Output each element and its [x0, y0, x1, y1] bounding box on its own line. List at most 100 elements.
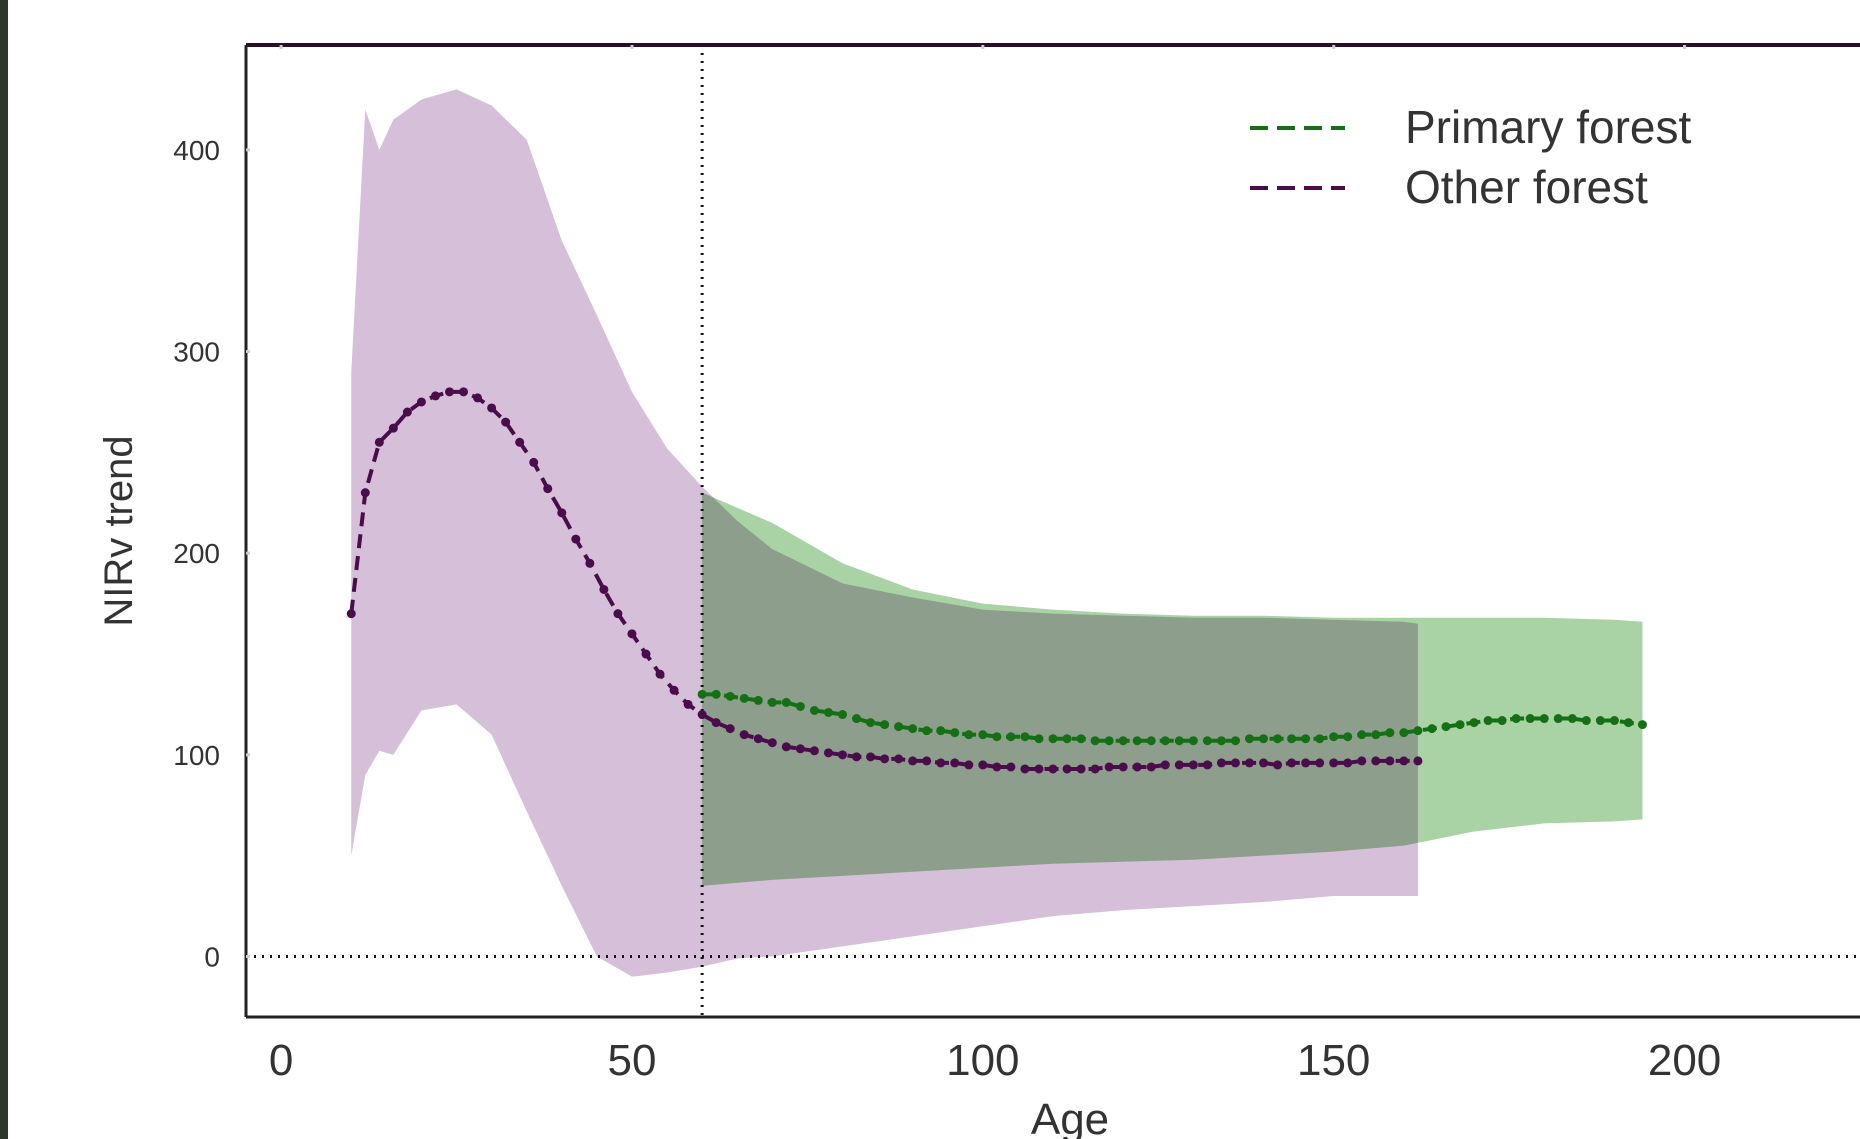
data-point	[1020, 764, 1030, 774]
data-point	[1427, 724, 1437, 734]
data-point	[1553, 714, 1563, 724]
data-point	[767, 738, 777, 748]
data-point	[1483, 716, 1493, 726]
data-point	[1244, 734, 1254, 744]
data-point	[1118, 762, 1128, 772]
data-point	[374, 437, 384, 447]
data-point	[1287, 734, 1297, 744]
data-point	[459, 387, 469, 397]
data-point	[950, 728, 960, 738]
data-point	[1595, 716, 1605, 726]
data-point	[1315, 734, 1325, 744]
data-point	[739, 730, 749, 740]
data-point	[599, 584, 609, 594]
data-point	[1146, 736, 1156, 746]
data-point	[697, 710, 707, 720]
data-point	[1399, 756, 1409, 766]
data-point	[1413, 756, 1423, 766]
data-point	[501, 417, 511, 427]
data-point	[1146, 762, 1156, 772]
data-point	[1273, 734, 1283, 744]
data-point	[992, 762, 1002, 772]
data-point	[1076, 734, 1086, 744]
data-point	[1259, 758, 1269, 768]
data-point	[725, 691, 735, 701]
lines	[346, 387, 1647, 774]
data-point	[978, 730, 988, 740]
data-point	[1567, 714, 1577, 724]
data-point	[1399, 728, 1409, 738]
x-tick-label: 200	[1648, 1036, 1721, 1085]
data-point	[1174, 736, 1184, 746]
x-axis-label: Age	[1031, 1095, 1109, 1139]
data-point	[950, 758, 960, 768]
data-point	[515, 437, 525, 447]
left-border	[0, 0, 8, 1139]
data-point	[922, 756, 932, 766]
data-point	[1132, 762, 1142, 772]
data-point	[1301, 734, 1311, 744]
data-point	[1062, 734, 1072, 744]
data-point	[852, 752, 862, 762]
data-point	[430, 391, 440, 401]
data-point	[753, 734, 763, 744]
data-point	[964, 760, 974, 770]
data-point	[1357, 730, 1367, 740]
data-point	[1385, 756, 1395, 766]
data-point	[655, 669, 665, 679]
data-point	[1076, 764, 1086, 774]
data-point	[739, 693, 749, 703]
data-point	[809, 746, 819, 756]
data-point	[894, 754, 904, 764]
data-point	[1174, 760, 1184, 770]
data-point	[1160, 736, 1170, 746]
legend-label: Other forest	[1405, 161, 1648, 213]
data-point	[557, 508, 567, 518]
data-point	[725, 724, 735, 734]
data-point	[1623, 718, 1633, 728]
data-point	[1357, 756, 1367, 766]
data-point	[823, 707, 833, 717]
data-point	[852, 714, 862, 724]
data-point	[1216, 758, 1226, 768]
data-point	[697, 689, 707, 699]
data-point	[908, 724, 918, 734]
data-point	[1315, 758, 1325, 768]
data-point	[1132, 736, 1142, 746]
data-point	[880, 754, 890, 764]
y-axis-label: NIRv trend	[97, 435, 141, 626]
data-point	[1637, 720, 1647, 730]
data-point	[1118, 736, 1128, 746]
data-point	[1259, 734, 1269, 744]
data-point	[613, 609, 623, 619]
axes: 0 50 100 150 200 0 100 200 300 400	[173, 43, 1860, 1085]
data-point	[669, 685, 679, 695]
data-point	[1371, 730, 1381, 740]
data-point	[781, 697, 791, 707]
data-point	[1343, 732, 1353, 742]
legend-label: Primary forest	[1405, 101, 1691, 153]
data-point	[1609, 716, 1619, 726]
data-point	[1160, 760, 1170, 770]
bands	[351, 89, 1643, 977]
data-point	[641, 649, 651, 659]
data-point	[1539, 714, 1549, 724]
data-point	[571, 534, 581, 544]
data-point	[683, 699, 693, 709]
x-tick-label: 150	[1297, 1036, 1370, 1085]
legend: Primary forest Other forest	[1250, 101, 1691, 213]
data-point	[360, 488, 370, 498]
y-tick-label: 400	[173, 135, 220, 166]
data-point	[1497, 716, 1507, 726]
data-point	[1006, 732, 1016, 742]
data-point	[1104, 762, 1114, 772]
data-point	[1048, 764, 1058, 774]
data-point	[837, 710, 847, 720]
data-point	[1273, 760, 1283, 770]
data-point	[1034, 734, 1044, 744]
data-point	[922, 726, 932, 736]
data-point	[978, 760, 988, 770]
data-point	[1090, 736, 1100, 746]
data-point	[1020, 732, 1030, 742]
